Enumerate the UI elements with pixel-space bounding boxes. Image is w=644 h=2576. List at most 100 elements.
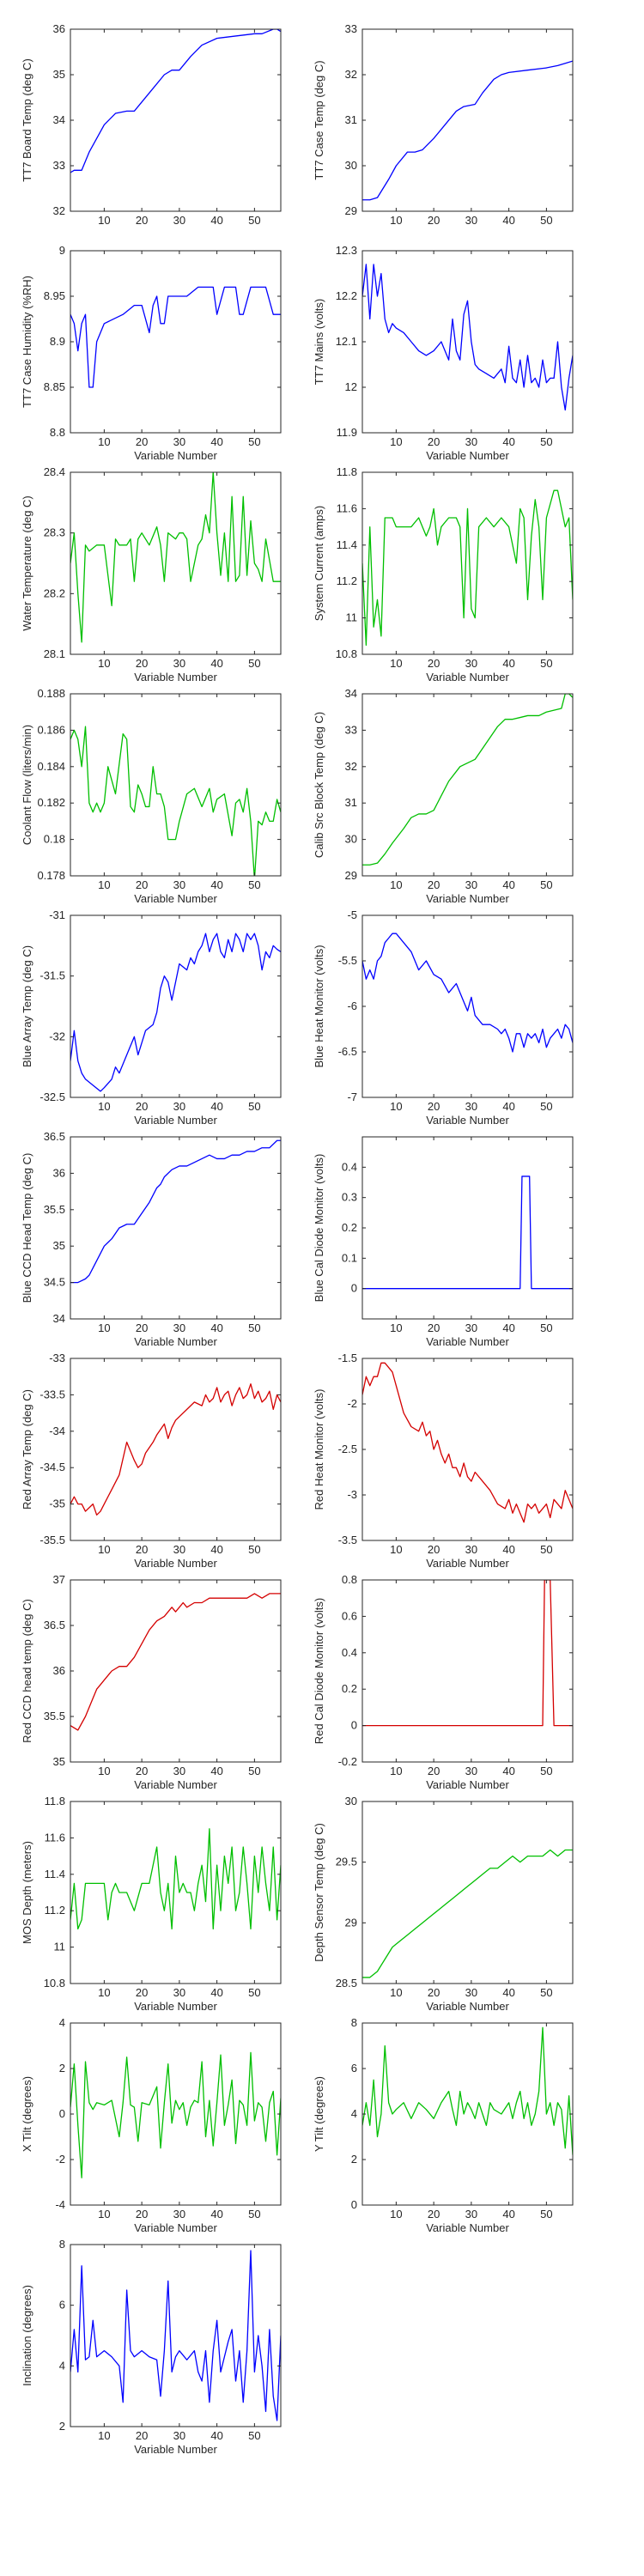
y-axis-label: TT7 Case Humidity (%RH)	[21, 276, 33, 408]
plot-frame	[361, 1801, 574, 1984]
y-tick-label: 0.178	[37, 869, 65, 882]
chart-panel-19: 10 20 30 40 50 -4 -2 0 2 4 Variable Number X Tilt (…	[21, 2016, 282, 2234]
y-tick-label: -33.5	[39, 1388, 65, 1400]
x-tick-label: 50	[248, 1765, 260, 1777]
plot-frame	[70, 1801, 282, 1984]
plot-frame	[361, 914, 574, 1098]
y-tick-label: 28.3	[44, 526, 65, 539]
y-tick-label: 36.5	[44, 1619, 65, 1631]
x-tick-label: 20	[428, 1986, 440, 1999]
x-tick-label: 10	[390, 1321, 402, 1334]
plot-frame	[361, 471, 574, 655]
x-tick-label: 50	[248, 1986, 260, 1999]
y-tick-label: 36	[53, 1664, 65, 1677]
y-tick-label: 0.6	[342, 1609, 357, 1622]
y-tick-label: -3.5	[338, 1534, 357, 1546]
x-tick-label: 10	[98, 1543, 110, 1556]
x-tick-label: 30	[173, 214, 185, 227]
y-tick-label: 0.188	[37, 687, 65, 700]
series-line	[70, 286, 281, 388]
chart-panel-14: 10 20 30 40 50 -3.5 -3 -2.5 -2 -1.5 Variable Numbe…	[313, 1352, 574, 1570]
y-axis-label: Red Array Temp (deg C)	[21, 1389, 33, 1510]
y-tick-label: 0.3	[342, 1191, 357, 1204]
x-tick-label: 40	[210, 1986, 222, 1999]
chart-panel-8: 10 20 30 40 50 29 30 31 32 33 34 Variable Number Cal…	[313, 687, 574, 905]
y-tick-label: 0	[351, 1719, 357, 1732]
x-tick-label: 20	[136, 435, 148, 448]
x-tick-label: 20	[428, 2208, 440, 2221]
y-tick-label: 28.5	[336, 1977, 357, 1990]
y-tick-label: -35	[49, 1498, 65, 1510]
x-tick-label: 30	[173, 2429, 185, 2442]
y-tick-label: 30	[345, 833, 357, 846]
y-axis-label: Red Cal Diode Monitor (volts)	[313, 1598, 325, 1745]
y-axis-label: Calib Src Block Temp (deg C)	[313, 712, 325, 858]
x-tick-label: 20	[136, 657, 148, 670]
y-tick-label: -32.5	[39, 1091, 65, 1103]
x-tick-label: 10	[390, 1765, 402, 1777]
x-axis-label: Variable Number	[426, 1114, 509, 1127]
x-axis-label: Variable Number	[426, 1778, 509, 1791]
y-axis-label: Blue Array Temp (deg C)	[21, 945, 33, 1067]
chart-panel-11: 10 20 30 40 50 34 34.5 35 35.5 36 36.5 Variable Num…	[21, 1130, 282, 1348]
chart-panel-4: 10 20 30 40 50 11.9 12 12.1 12.2 12.3 Variable Num…	[313, 244, 574, 462]
chart-panel-9: 10 20 30 40 50 -32.5 -32 -31.5 -31 Variable Numbe…	[21, 908, 282, 1127]
y-axis-label: System Current (amps)	[313, 506, 325, 621]
x-tick-label: 30	[465, 2208, 477, 2221]
y-tick-label: 33	[345, 22, 357, 35]
plot-frame	[70, 471, 282, 655]
x-tick-label: 20	[428, 435, 440, 448]
y-tick-label: -31.5	[39, 969, 65, 982]
chart-panel-2: 10 20 30 40 50 29 30 31 32 33 TT7 Case Temp (deg C…	[313, 22, 574, 227]
chart-panel-15: 10 20 30 40 50 35 35.5 36 36.5 37 Variable Number R…	[21, 1573, 282, 1791]
x-tick-label: 50	[248, 1543, 260, 1556]
chart-panel-17: 10 20 30 40 50 10.8 11 11.2 11.4 11.6 11.8 Variable…	[21, 1795, 282, 2013]
x-tick-label: 10	[390, 435, 402, 448]
y-tick-label: 34	[345, 687, 357, 700]
x-tick-label: 30	[173, 435, 185, 448]
x-tick-label: 40	[210, 1543, 222, 1556]
series-line	[70, 2051, 281, 2178]
x-tick-label: 50	[248, 435, 260, 448]
y-tick-label: 9	[59, 244, 65, 257]
y-tick-label: 4	[351, 2107, 357, 2120]
y-tick-label: 11.6	[337, 501, 357, 514]
y-tick-label: 8.95	[44, 289, 65, 302]
y-tick-label: 34	[53, 113, 65, 126]
x-tick-label: 40	[502, 657, 514, 670]
y-tick-label: 31	[345, 113, 357, 126]
x-tick-label: 20	[136, 1321, 148, 1334]
y-tick-label: -2	[55, 2153, 65, 2166]
x-tick-label: 30	[465, 878, 477, 891]
series-line	[70, 1828, 281, 1930]
series-line	[70, 726, 281, 876]
x-tick-label: 30	[173, 1986, 185, 1999]
chart-panel-20: 10 20 30 40 50 0 2 4 6 8 Variable Number Y Tilt (de…	[313, 2016, 574, 2234]
x-tick-label: 20	[428, 1321, 440, 1334]
series-line	[362, 2026, 573, 2155]
x-tick-label: 50	[540, 1100, 552, 1113]
x-tick-label: 50	[248, 2429, 260, 2442]
x-tick-label: 50	[248, 214, 260, 227]
series-line	[70, 2250, 281, 2421]
x-tick-label: 50	[540, 1765, 552, 1777]
plot-frame	[70, 1358, 282, 1541]
chart-panel-10: 10 20 30 40 50 -7 -6.5 -6 -5.5 -5 Variable Number B…	[313, 908, 574, 1127]
y-tick-label: 31	[345, 796, 357, 809]
series-line	[362, 694, 573, 866]
x-tick-label: 30	[173, 1321, 185, 1334]
x-tick-label: 20	[136, 2208, 148, 2221]
y-axis-label: TT7 Mains (volts)	[313, 299, 325, 385]
x-tick-label: 20	[136, 1986, 148, 1999]
y-tick-label: 35	[53, 68, 65, 81]
x-tick-label: 50	[540, 435, 552, 448]
series-line	[362, 1362, 573, 1523]
series-line	[362, 1176, 573, 1290]
y-axis-label: Blue CCD Head Temp (deg C)	[21, 1153, 33, 1303]
y-tick-label: 11.4	[337, 538, 357, 551]
y-axis-label: Water Temperature (deg C)	[21, 495, 33, 631]
y-tick-label: 6	[59, 2299, 65, 2312]
x-tick-label: 40	[210, 657, 222, 670]
y-tick-label: 29	[345, 1916, 357, 1929]
y-axis-label: MOS Depth (meters)	[21, 1841, 33, 1944]
